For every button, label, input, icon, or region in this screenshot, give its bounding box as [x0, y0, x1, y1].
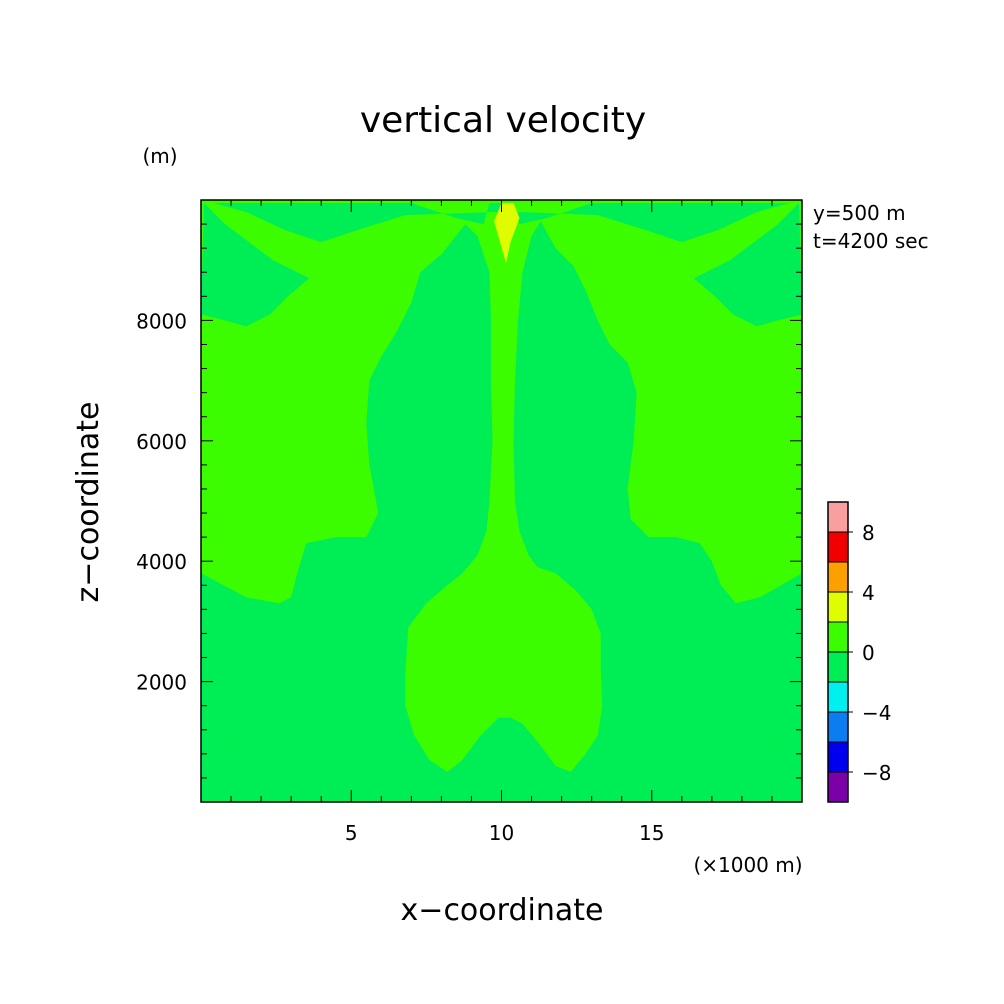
x-tick-label: 10 [489, 821, 514, 845]
y-tick-label: 4000 [136, 550, 187, 574]
colorbar-swatch [827, 771, 849, 803]
info-time: t=4200 sec [813, 229, 929, 253]
x-axis-ticks: 5 10 15 [230, 200, 773, 845]
x-tick-label: 5 [345, 821, 358, 845]
colorbar-swatch [827, 651, 849, 683]
central-negative-column [201, 221, 802, 803]
chart-title: vertical velocity [360, 100, 646, 141]
upper-left-negative [201, 203, 310, 327]
contour-regions [201, 203, 802, 803]
colorbar-swatch [827, 621, 849, 653]
upper-right-negative [693, 203, 802, 327]
colorbar-swatch [827, 711, 849, 743]
y-axis-label: z−coordinate [71, 402, 106, 603]
colorbar-label: −8 [862, 761, 891, 785]
colorbar-label: 8 [862, 521, 875, 545]
colorbar-swatch [827, 531, 849, 563]
x-tick-label: 15 [639, 821, 664, 845]
top-positive-wedge [494, 203, 520, 264]
left-negative-lobe [201, 717, 409, 802]
y-tick-label: 8000 [136, 309, 187, 333]
y-axis-unit: (m) [142, 144, 177, 168]
right-negative-lobe [597, 717, 802, 802]
top-band-negative [213, 203, 790, 243]
colorbar-label: 4 [862, 581, 875, 605]
x-axis-label: x−coordinate [401, 893, 604, 928]
colorbar-label: 0 [862, 641, 875, 665]
y-tick-label: 6000 [136, 430, 187, 454]
y-axis-ticks: 2000 4000 6000 8000 [136, 223, 802, 779]
colorbar-swatch [827, 741, 849, 773]
colorbar-swatch [827, 561, 849, 593]
plot-area: 5 10 15 2000 4000 6000 8000 [136, 199, 803, 845]
colorbar-swatch [827, 681, 849, 713]
x-axis-unit: (×1000 m) [693, 853, 802, 877]
colorbar: 8 4 0 −4 −8 [827, 501, 891, 803]
colorbar-swatch [827, 501, 849, 533]
colorbar-label: −4 [862, 701, 891, 725]
y-tick-label: 2000 [136, 671, 187, 695]
colorbar-swatch [827, 591, 849, 623]
info-y-position: y=500 m [813, 201, 906, 225]
